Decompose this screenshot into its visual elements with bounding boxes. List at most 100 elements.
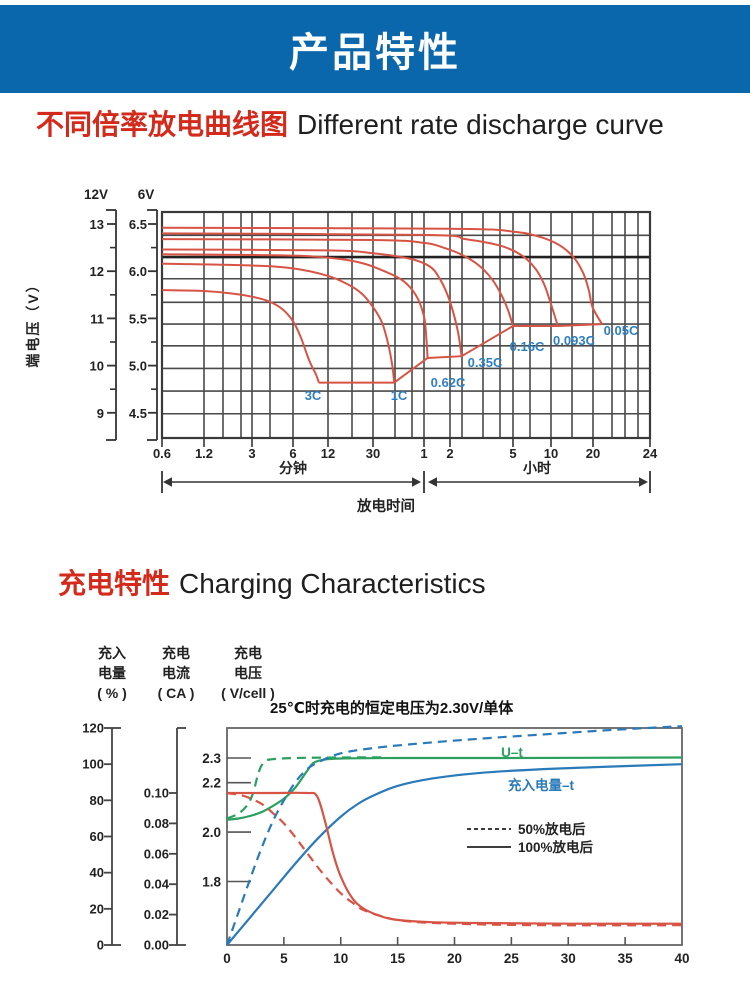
charging-title-zh: 充电特性 <box>58 568 171 599</box>
svg-text:60: 60 <box>90 829 104 844</box>
axis-header-current: ( CA ) <box>158 685 195 701</box>
svg-text:20: 20 <box>90 901 104 916</box>
svg-text:35: 35 <box>618 951 634 966</box>
svg-text:2: 2 <box>446 446 453 461</box>
axis-header-current: 充电 <box>162 645 190 661</box>
svg-text:0.04: 0.04 <box>144 877 170 892</box>
charging-curve-voltage-dashed <box>226 756 387 820</box>
discharge-curve-0.093C <box>161 232 559 327</box>
svg-text:9: 9 <box>97 406 104 421</box>
axis-header-percent: 电量 <box>98 665 126 681</box>
legend: 50%放电后 100%放电后 <box>467 821 594 855</box>
axis-header-voltage: 电压 <box>234 665 262 681</box>
svg-text:0.06: 0.06 <box>144 846 169 861</box>
charging-title-en: Charging Characteristics <box>179 568 486 599</box>
charging-chart-title: 25℃时充电的恒定电压为2.30V/单体 <box>270 699 514 717</box>
page-header: 产品特性 <box>0 5 750 93</box>
page-title: 产品特性 <box>289 31 461 75</box>
curve-label-1C: 1C <box>391 388 408 403</box>
axis-header-percent: ( % ) <box>97 685 127 701</box>
svg-text:6.5: 6.5 <box>129 217 147 232</box>
svg-text:40: 40 <box>674 951 689 966</box>
time-range-arrows <box>161 471 651 493</box>
charging-curve-percent-solid <box>226 763 683 946</box>
discharge-curve-0.05C <box>161 226 603 325</box>
svg-text:5.5: 5.5 <box>129 311 147 326</box>
discharge-curve-3C <box>161 289 320 383</box>
discharge-grid <box>161 212 651 438</box>
svg-text:6.0: 6.0 <box>129 264 147 279</box>
svg-text:0.6: 0.6 <box>153 446 171 461</box>
curve-label-0.35C: 0.35C <box>468 355 503 370</box>
svg-text:1.2: 1.2 <box>195 446 213 461</box>
axis-header-percent: 充入 <box>98 645 126 661</box>
hours-label: 小时 <box>523 460 551 476</box>
left-axis-bracket: 0.10 0.08 0.06 0.04 0.02 0.00 <box>144 727 186 953</box>
axis-header-voltage: ( V/cell ) <box>221 685 275 701</box>
svg-text:10: 10 <box>333 951 348 966</box>
charging-curve-percent-dashed <box>225 725 683 946</box>
svg-text:6: 6 <box>289 446 296 461</box>
discharge-title-zh: 不同倍率放电曲线图 <box>36 109 289 140</box>
y-axis-bracket: 6.5 6.0 5.5 5.0 4.5 <box>129 209 158 441</box>
legend-label: 50%放电后 <box>518 821 586 837</box>
section-title-charging: 充电特性 Charging Characteristics <box>58 562 486 602</box>
svg-text:40: 40 <box>90 865 104 880</box>
svg-text:2.3: 2.3 <box>202 751 221 766</box>
svg-text:20: 20 <box>586 446 600 461</box>
left-axis-bracket: 120 100 80 60 40 20 0 <box>82 721 121 953</box>
charging-curve-current-solid <box>227 791 683 925</box>
svg-text:1: 1 <box>420 446 427 461</box>
svg-text:30: 30 <box>561 951 576 966</box>
svg-text:100: 100 <box>82 757 104 772</box>
svg-text:0.08: 0.08 <box>144 816 169 831</box>
svg-text:1.8: 1.8 <box>202 875 221 890</box>
svg-text:0: 0 <box>223 951 231 966</box>
svg-text:12: 12 <box>321 446 335 461</box>
curve-label-0.16C: 0.16C <box>510 339 545 354</box>
svg-text:30: 30 <box>366 446 380 461</box>
curve-label: U–t <box>501 745 523 760</box>
svg-text:24: 24 <box>643 446 658 461</box>
charging-curve-current-dashed <box>226 791 683 927</box>
y-axis-bracket: 13 12 11 10 9 <box>90 209 117 441</box>
axis-header-voltage: 充电 <box>234 645 262 661</box>
svg-text:5: 5 <box>280 951 288 966</box>
svg-text:0.02: 0.02 <box>144 907 169 922</box>
scale-header-6v: 6V <box>138 187 155 202</box>
svg-text:2.2: 2.2 <box>202 776 221 791</box>
discharge-curve-0.16C <box>161 238 514 327</box>
svg-text:4.5: 4.5 <box>129 406 147 421</box>
minutes-label: 分钟 <box>279 460 307 476</box>
curve-label-0.093C: 0.093C <box>553 333 596 348</box>
curve-label: 充入电量–t <box>508 777 575 793</box>
curve-label-0.05C: 0.05C <box>604 323 639 338</box>
svg-text:20: 20 <box>447 951 462 966</box>
svg-text:11: 11 <box>90 311 104 326</box>
axis-header-current: 电流 <box>162 665 190 681</box>
svg-text:25: 25 <box>504 951 520 966</box>
discharge-curve-1C <box>161 262 396 383</box>
discharge-time-label: 放电时间 <box>356 497 415 515</box>
discharge-curve-0.35C <box>161 248 463 357</box>
discharge-plot-frame <box>160 210 652 440</box>
svg-text:5.0: 5.0 <box>129 359 147 374</box>
svg-text:15: 15 <box>390 951 406 966</box>
svg-text:0: 0 <box>97 938 104 953</box>
discharge-curve-0.62C <box>161 253 429 359</box>
section-title-discharge: 不同倍率放电曲线图 Different rate discharge curve <box>36 103 664 143</box>
curve-label-0.62C: 0.62C <box>431 375 466 390</box>
scale-header-12v: 12V <box>84 187 108 202</box>
svg-text:10: 10 <box>90 359 104 374</box>
charging-curve-voltage-solid <box>226 756 683 821</box>
svg-text:5: 5 <box>509 446 516 461</box>
svg-text:0.10: 0.10 <box>144 786 169 801</box>
svg-text:2.0: 2.0 <box>202 825 221 840</box>
y-axis-label: 端电压（V） <box>25 276 41 367</box>
svg-text:10: 10 <box>544 446 558 461</box>
svg-text:80: 80 <box>90 793 104 808</box>
